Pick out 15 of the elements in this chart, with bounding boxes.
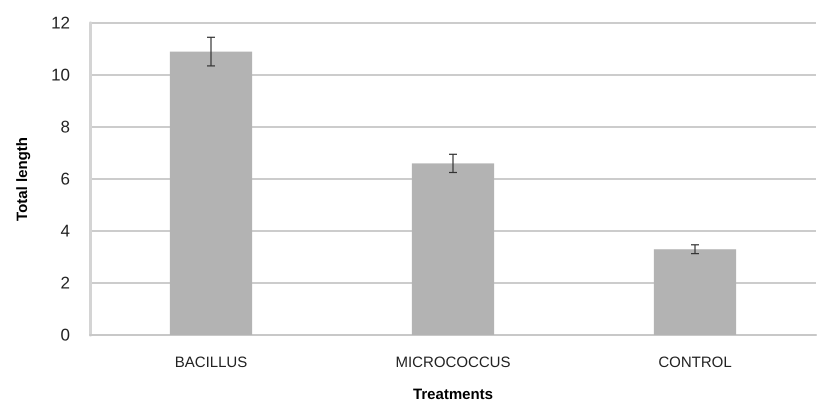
y-tick-label: 8: [60, 118, 70, 136]
y-tick-label: 0: [60, 326, 70, 344]
bar: [170, 52, 252, 335]
x-tick-label: BACILLUS: [174, 354, 248, 371]
y-tick-label: 4: [60, 222, 70, 240]
x-axis-title: Treatments: [412, 386, 494, 403]
x-tick-label: CONTROL: [658, 354, 732, 371]
y-tick-label: 12: [51, 14, 70, 32]
bar: [412, 163, 494, 335]
bar: [654, 249, 736, 335]
y-tick-label: 10: [51, 66, 70, 84]
y-axis-title: Total length: [14, 137, 31, 221]
y-tick-label: 6: [60, 170, 70, 188]
y-tick-label: 2: [60, 274, 70, 292]
x-tick-label: MICROCOCCUS: [396, 354, 510, 371]
